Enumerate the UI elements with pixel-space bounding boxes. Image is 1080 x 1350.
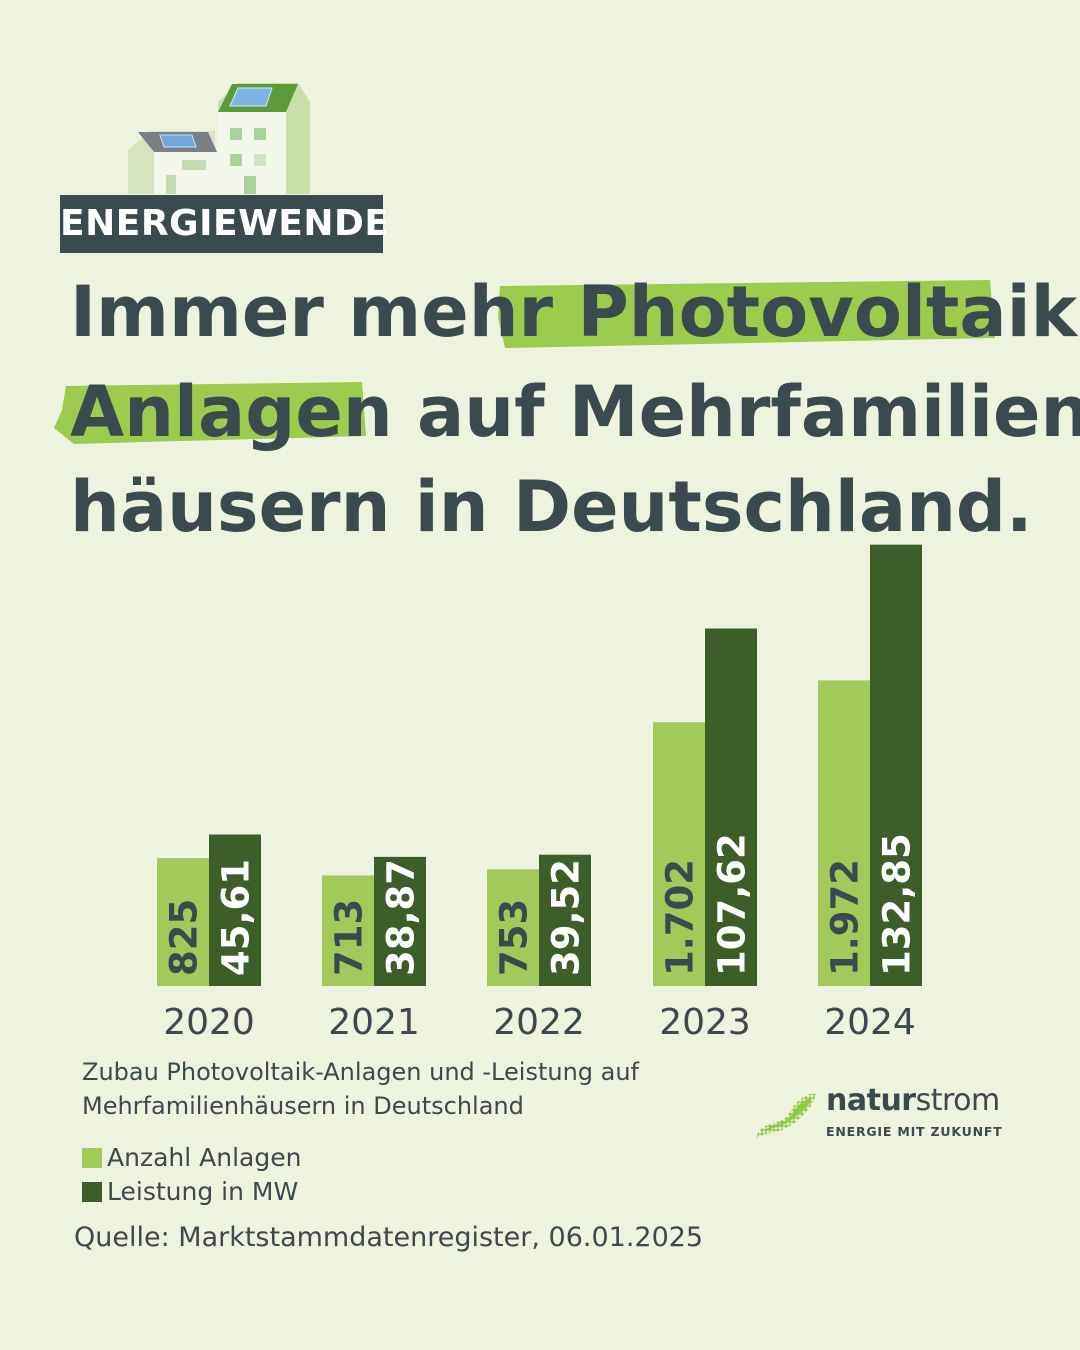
category-tag: ENERGIEWENDE: [60, 195, 389, 253]
highlight-stroke-photovoltaik: [498, 280, 995, 348]
chart-caption-line-1: Zubau Photovoltaik-Anlagen und -Leistung…: [82, 1058, 640, 1086]
bar-anlagen-2020: [157, 858, 209, 986]
data-label-anlagen-2023: 1.702: [658, 859, 701, 976]
legend-swatch-light: [82, 1147, 102, 1168]
legend-item-anlagen: Anzahl Anlagen: [82, 1145, 301, 1170]
data-label-anlagen-2021: 713: [327, 899, 370, 976]
logo-wordmark: naturstrom: [826, 1086, 1000, 1116]
data-label-anlagen-2024: 1.972: [823, 859, 866, 976]
naturstrom-logo-mark: [756, 1093, 816, 1138]
x-tick-label-2024: 2024: [824, 1002, 916, 1043]
chart-caption-line-2: Mehrfamilienhäusern in Deutschland: [82, 1092, 524, 1120]
bar-leistung-2024: [870, 544, 922, 986]
legend-item-leistung: Leistung in MW: [82, 1179, 298, 1204]
headline-highlight-text: Photovoltaik-: [577, 271, 1080, 353]
bar-leistung-2021: [374, 856, 426, 986]
bar-leistung-2022: [539, 854, 591, 986]
bar-anlagen-2022: [487, 869, 539, 986]
bar-anlagen-2023: [653, 722, 705, 986]
headline-line-3: häusern in Deutschland.: [70, 466, 1033, 548]
bar-chart: 825 45,61 2020 713 38,87 2021 753 39,52 2022 1.70…: [157, 544, 922, 1043]
headline-highlights: [54, 280, 995, 444]
legend-swatch-dark: [82, 1181, 102, 1202]
headline-highlight-text: Anlagen: [70, 371, 393, 453]
source-note: Quelle: Marktstammdatenregister, 06.01.2…: [74, 1222, 704, 1253]
legend-label: Anzahl Anlagen: [107, 1143, 302, 1172]
logo-tagline: ENERGIE MIT ZUKUNFT: [826, 1124, 1003, 1139]
bar-anlagen-2021: [322, 875, 374, 986]
headline-line-1: Immer mehr Photovoltaik-: [70, 277, 1080, 347]
bar-leistung-2020: [209, 834, 261, 986]
data-label-anlagen-2022: 753: [492, 899, 535, 976]
bar-leistung-2023: [705, 628, 757, 986]
headline-text: Immer mehr: [70, 271, 578, 353]
data-label-leistung-2024: 132,85: [875, 833, 918, 976]
logo-name-bold: strom: [915, 1083, 1001, 1118]
headline-line-2: Anlagen auf Mehrfamilien-: [70, 377, 1080, 447]
x-tick-label-2021: 2021: [328, 1002, 420, 1043]
x-tick-label-2022: 2022: [493, 1002, 585, 1043]
legend-label: Leistung in MW: [107, 1177, 299, 1206]
bar-anlagen-2024: [818, 680, 870, 986]
highlight-stroke-anlagen: [54, 382, 366, 444]
data-label-leistung-2023: 107,62: [710, 833, 753, 976]
data-label-anlagen-2020: 825: [162, 899, 205, 976]
houses-illustration: [128, 83, 310, 194]
x-tick-label-2020: 2020: [163, 1002, 255, 1043]
x-tick-label-2023: 2023: [659, 1002, 751, 1043]
data-label-leistung-2020: 45,61: [214, 859, 257, 976]
headline-text: auf Mehrfamilien-: [392, 371, 1080, 453]
logo-name-regular: natur: [826, 1083, 916, 1118]
data-label-leistung-2021: 38,87: [379, 859, 422, 976]
data-label-leistung-2022: 39,52: [544, 859, 587, 976]
